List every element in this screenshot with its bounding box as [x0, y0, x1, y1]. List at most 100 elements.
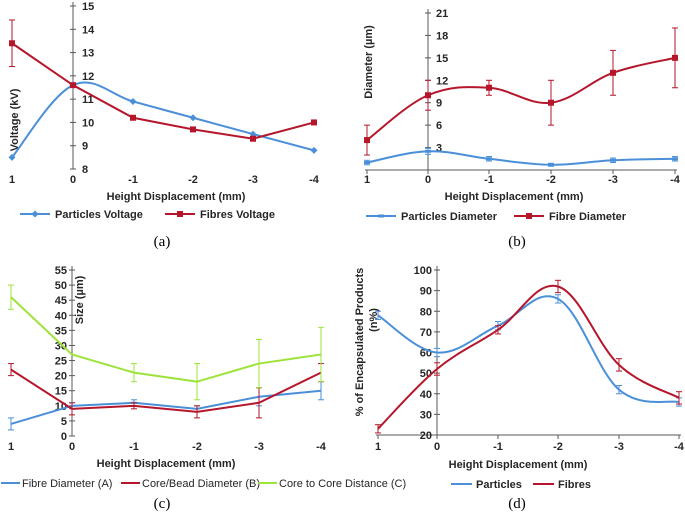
legend-a-particles-marker [31, 210, 39, 218]
chart-a-series-1-point [311, 119, 317, 126]
chart-a-series-0-point [8, 153, 16, 161]
chart-d-ytick-label: 20 [420, 430, 432, 442]
legend-b-particles-label: Particles Diameter [401, 211, 498, 223]
chart-d-ytick-label: 100 [414, 265, 432, 277]
chart-d-xtick-label: -4 [674, 441, 685, 453]
chart-a-series-0-line [11, 81, 315, 159]
chart-d-ytick-label: 80 [420, 306, 432, 318]
chart-a-ylabel: Voltage (kV) [9, 88, 21, 151]
chart-c-series-2-line [10, 296, 322, 383]
chart-c: Size (µm) Height Displacement (mm) (c) F… [1, 275, 406, 512]
chart-a-xtick-label: -1 [128, 174, 138, 186]
chart-c-ytick-label: 45 [55, 295, 67, 307]
chart-d-ytick-label: 30 [420, 409, 432, 421]
chart-b: Diameter (µm) Height Displacement (mm) (… [363, 25, 627, 250]
chart-b-ytick-label: 12 [436, 75, 448, 87]
chart-a-series-0-point [189, 114, 197, 122]
chart-b-xlabel: Height Displacement (mm) [445, 191, 584, 203]
legend-b-fibre-label: Fibre Diameter [549, 211, 627, 223]
chart-c-xlabel: Height Displacement (mm) [97, 458, 236, 470]
chart-c-xtick-label: -1 [129, 441, 139, 453]
chart-a-ytick-label: 13 [82, 48, 94, 60]
chart-a-caption: (a) [154, 234, 171, 250]
chart-b-ytick-label: 21 [436, 8, 448, 20]
chart-c-ytick-label: 40 [55, 310, 67, 322]
chart-c-ytick-label: 15 [55, 386, 67, 398]
chart-b-series-1-point [672, 54, 678, 61]
chart-b-plot: 3 6 9 12 15 18 21 1 0 -1 -2 -3 -4 [364, 8, 681, 186]
chart-b-series-1-point [610, 69, 616, 76]
legend-d-particles-label: Particles [476, 479, 522, 491]
chart-c-ytick-label: 0 [61, 431, 67, 443]
legend-a-fibres-marker [177, 211, 183, 217]
chart-b-series-1-point [425, 92, 431, 99]
chart-b-legend: Particles Diameter Fibre Diameter [366, 211, 627, 223]
chart-b-series-1-point [364, 137, 370, 144]
chart-a-xtick-label: 1 [9, 174, 15, 186]
chart-d-ylabel-line1: % of Encapsulated Products [354, 268, 366, 417]
chart-d-caption: (d) [508, 496, 526, 512]
chart-c-ytick-label: 30 [55, 340, 67, 352]
chart-b-ytick-label: 3 [436, 143, 442, 155]
chart-c-ytick-label: 50 [55, 280, 67, 292]
chart-d-ytick-label: 40 [420, 389, 432, 401]
chart-b-xtick-label: -4 [670, 174, 681, 186]
chart-d-ytick-label: 90 [420, 286, 432, 298]
chart-a-ytick-label: 10 [82, 117, 94, 129]
chart-a-ytick-label: 12 [82, 71, 94, 83]
chart-d-legend: Particles Fibres [451, 479, 591, 491]
chart-a-ytick-label: 14 [82, 24, 95, 36]
chart-b-xtick-label: 0 [425, 174, 431, 186]
chart-c-caption: (c) [154, 496, 171, 512]
chart-a-xlabel: Height Displacement (mm) [107, 191, 246, 203]
chart-c-ytick-label: 5 [61, 416, 67, 428]
chart-a-series-1-point [70, 82, 76, 89]
chart-a-series-1-point [9, 40, 15, 47]
chart-d-ylabel-line2: (n%) [368, 308, 380, 332]
chart-b-ytick-label: 18 [436, 30, 448, 42]
chart-c-xtick-label: -3 [254, 441, 264, 453]
chart-d-xtick-label: -2 [553, 441, 563, 453]
chart-a-ytick-label: 8 [82, 164, 88, 176]
chart-a-ytick-label: 9 [82, 141, 88, 153]
chart-c-ytick-label: 55 [55, 265, 67, 277]
chart-b-series-1-point [486, 84, 492, 91]
chart-b-ytick-label: 6 [436, 120, 442, 132]
chart-d-xtick-label: -1 [493, 441, 503, 453]
chart-c-xtick-label: 1 [8, 441, 14, 453]
chart-b-ylabel: Diameter (µm) [363, 25, 375, 99]
legend-a-fibres-label: Fibres Voltage [200, 209, 275, 221]
chart-a-ytick-label: 15 [82, 1, 94, 13]
chart-b-xtick-label: -1 [484, 174, 494, 186]
chart-c-xtick-label: -4 [316, 441, 327, 453]
chart-d: % of Encapsulated Products (n%) Height D… [354, 268, 591, 512]
chart-b-ytick-label: 15 [436, 53, 448, 65]
chart-c-ytick-label: 20 [55, 371, 67, 383]
chart-d-series-1-line [377, 284, 680, 430]
chart-c-legend: Fibre Diameter (A) Core/Bead Diameter (B… [1, 478, 406, 490]
chart-b-caption: (b) [508, 234, 526, 250]
chart-d-xtick-label: 1 [375, 441, 381, 453]
chart-b-xtick-label: 1 [364, 174, 370, 186]
chart-a-series-0-point [129, 97, 137, 105]
chart-a-xtick-label: -4 [309, 174, 320, 186]
chart-a-ytick-label: 11 [82, 94, 94, 106]
chart-d-xlabel: Height Displacement (mm) [449, 459, 588, 471]
chart-d-ytick-label: 70 [420, 327, 432, 339]
chart-b-ytick-label: 9 [436, 98, 442, 110]
chart-d-xtick-label: 0 [434, 441, 440, 453]
chart-a-series-1-point [190, 126, 196, 133]
chart-b-series-1-line [366, 56, 676, 141]
chart-b-series-0-line [366, 150, 676, 166]
chart-c-xtick-label: -2 [192, 441, 202, 453]
chart-c-series-1-line [10, 368, 322, 413]
chart-d-series-0-line [377, 295, 680, 404]
chart-a-xtick-label: -2 [188, 174, 198, 186]
chart-a: Voltage (kV) Height Displacement (mm) (a… [9, 88, 275, 250]
legend-c-core-label: Core/Bead Diameter (B) [142, 478, 260, 490]
legend-b-fibre-marker [526, 213, 532, 219]
legend-c-fibre-label: Fibre Diameter (A) [22, 478, 112, 490]
chart-a-series-1-point [250, 135, 256, 142]
